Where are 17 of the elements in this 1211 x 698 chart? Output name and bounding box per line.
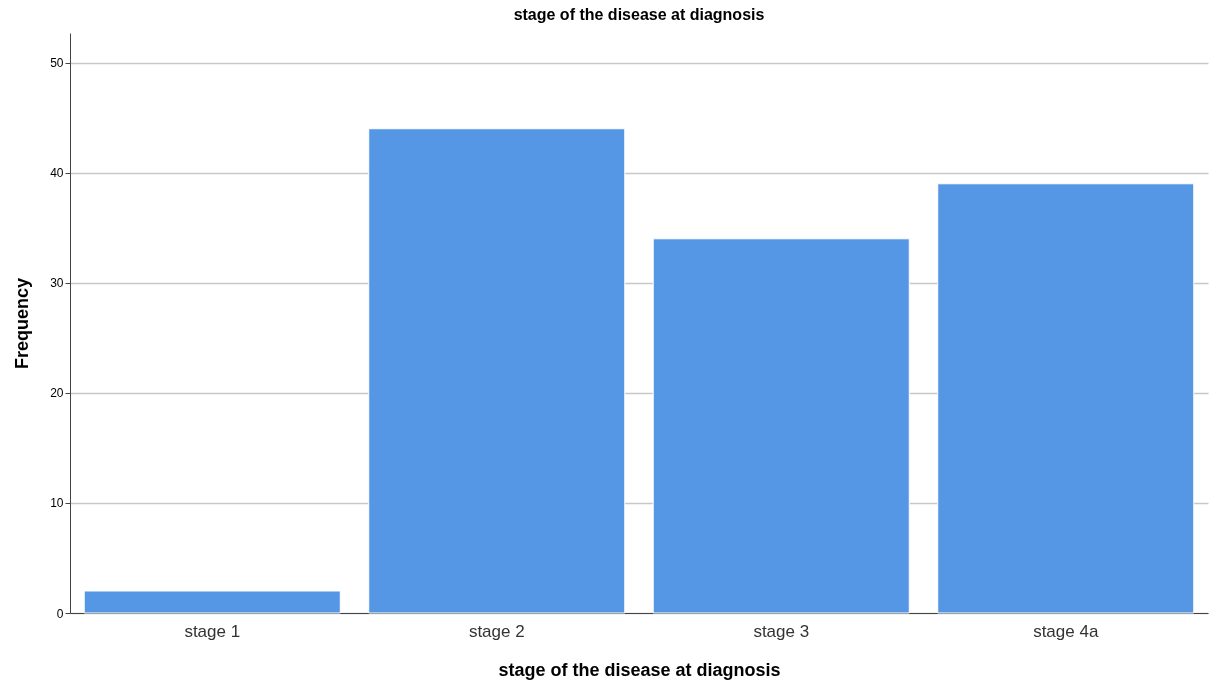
y-tick-label: 20 bbox=[50, 386, 64, 401]
bar bbox=[652, 238, 910, 614]
x-tick-label: stage 3 bbox=[753, 621, 810, 641]
bar bbox=[83, 590, 341, 614]
y-tick-label: 40 bbox=[50, 166, 64, 181]
x-axis-title: stage of the disease at diagnosis bbox=[498, 659, 781, 680]
x-tick-label: stage 4a bbox=[1033, 621, 1099, 641]
y-tick-label: 0 bbox=[56, 606, 64, 621]
y-tick-label: 30 bbox=[50, 276, 64, 291]
x-tick-label: stage 2 bbox=[468, 621, 525, 641]
x-tick-label: stage 1 bbox=[184, 621, 241, 641]
y-axis-title: Frequency bbox=[12, 277, 33, 370]
bar bbox=[368, 128, 626, 614]
chart-title: stage of the disease at diagnosis bbox=[513, 6, 765, 23]
y-tick-label: 10 bbox=[50, 496, 64, 511]
y-tick-label: 50 bbox=[50, 56, 64, 71]
bar bbox=[937, 183, 1195, 614]
